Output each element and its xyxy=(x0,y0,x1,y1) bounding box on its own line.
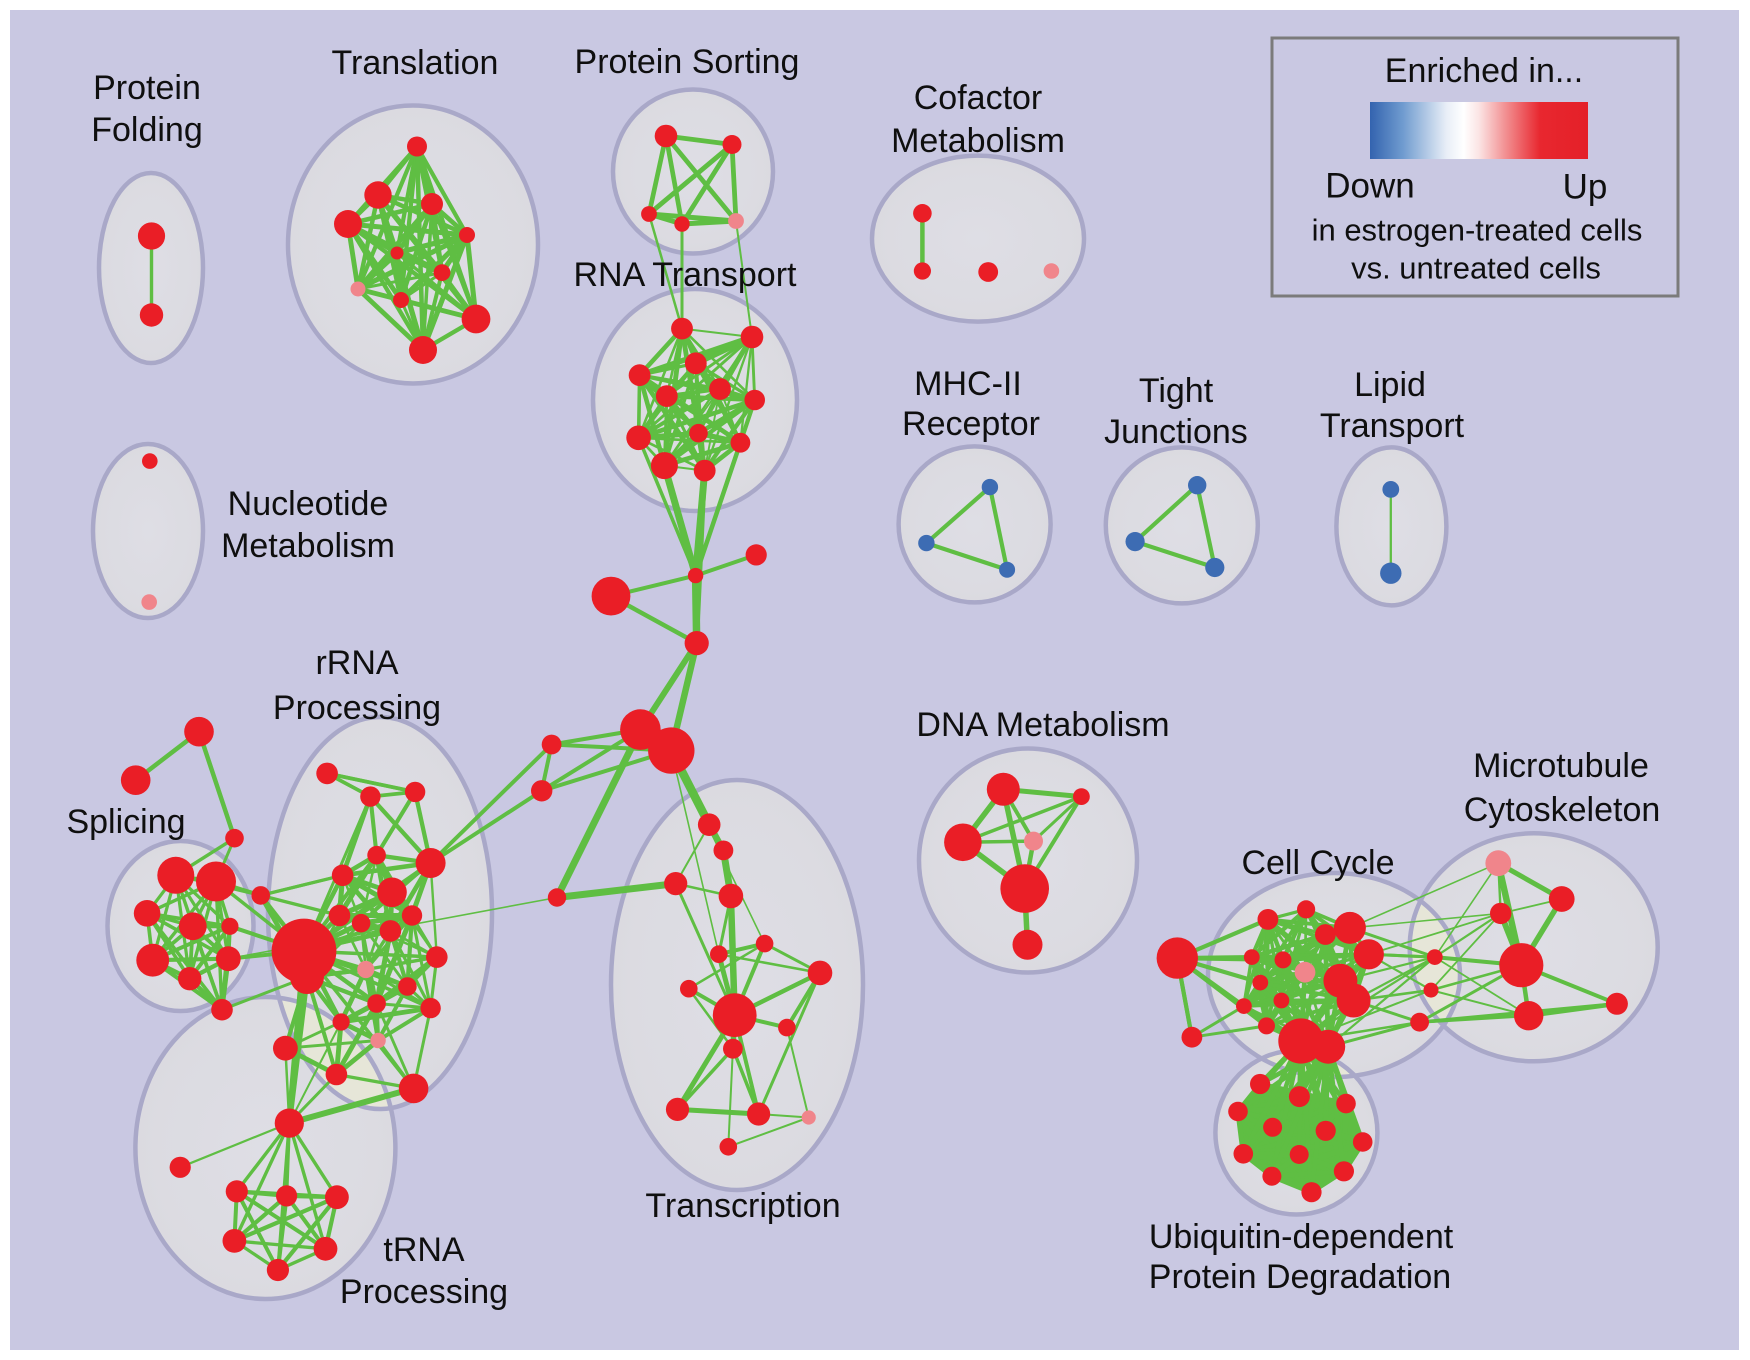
svg-text:Junctions: Junctions xyxy=(1104,413,1248,451)
svg-text:Up: Up xyxy=(1563,168,1608,207)
svg-text:Transport: Transport xyxy=(1320,407,1465,445)
svg-text:Down: Down xyxy=(1325,167,1414,206)
svg-text:Lipid: Lipid xyxy=(1354,366,1426,404)
svg-text:Nucleotide: Nucleotide xyxy=(228,485,389,523)
svg-text:Protein Degradation: Protein Degradation xyxy=(1149,1258,1451,1296)
svg-text:DNA Metabolism: DNA Metabolism xyxy=(916,706,1169,744)
svg-text:in estrogen-treated cells: in estrogen-treated cells xyxy=(1312,213,1643,248)
svg-text:MHC-II: MHC-II xyxy=(914,365,1022,403)
svg-text:Splicing: Splicing xyxy=(66,803,185,841)
svg-text:Processing: Processing xyxy=(273,689,441,727)
svg-text:Cell Cycle: Cell Cycle xyxy=(1241,844,1394,882)
svg-text:Microtubule: Microtubule xyxy=(1473,747,1649,785)
svg-text:Ubiquitin-dependent: Ubiquitin-dependent xyxy=(1149,1218,1454,1256)
svg-text:Metabolism: Metabolism xyxy=(221,527,395,565)
svg-text:RNA Transport: RNA Transport xyxy=(574,256,798,294)
svg-text:Cofactor: Cofactor xyxy=(914,79,1043,117)
svg-text:rRNA: rRNA xyxy=(315,644,398,682)
svg-text:tRNA: tRNA xyxy=(383,1231,465,1269)
svg-text:vs. untreated cells: vs. untreated cells xyxy=(1351,251,1601,286)
svg-text:Translation: Translation xyxy=(332,44,499,82)
svg-text:Tight: Tight xyxy=(1139,372,1214,410)
svg-text:Receptor: Receptor xyxy=(902,405,1040,443)
svg-text:Cytoskeleton: Cytoskeleton xyxy=(1464,791,1661,829)
svg-text:Processing: Processing xyxy=(340,1273,508,1311)
svg-text:Metabolism: Metabolism xyxy=(891,122,1065,160)
svg-text:Enriched in...: Enriched in... xyxy=(1385,52,1583,90)
svg-text:Folding: Folding xyxy=(91,111,203,149)
svg-text:Protein Sorting: Protein Sorting xyxy=(575,43,800,81)
svg-text:Transcription: Transcription xyxy=(645,1187,840,1225)
svg-text:Protein: Protein xyxy=(93,69,201,107)
